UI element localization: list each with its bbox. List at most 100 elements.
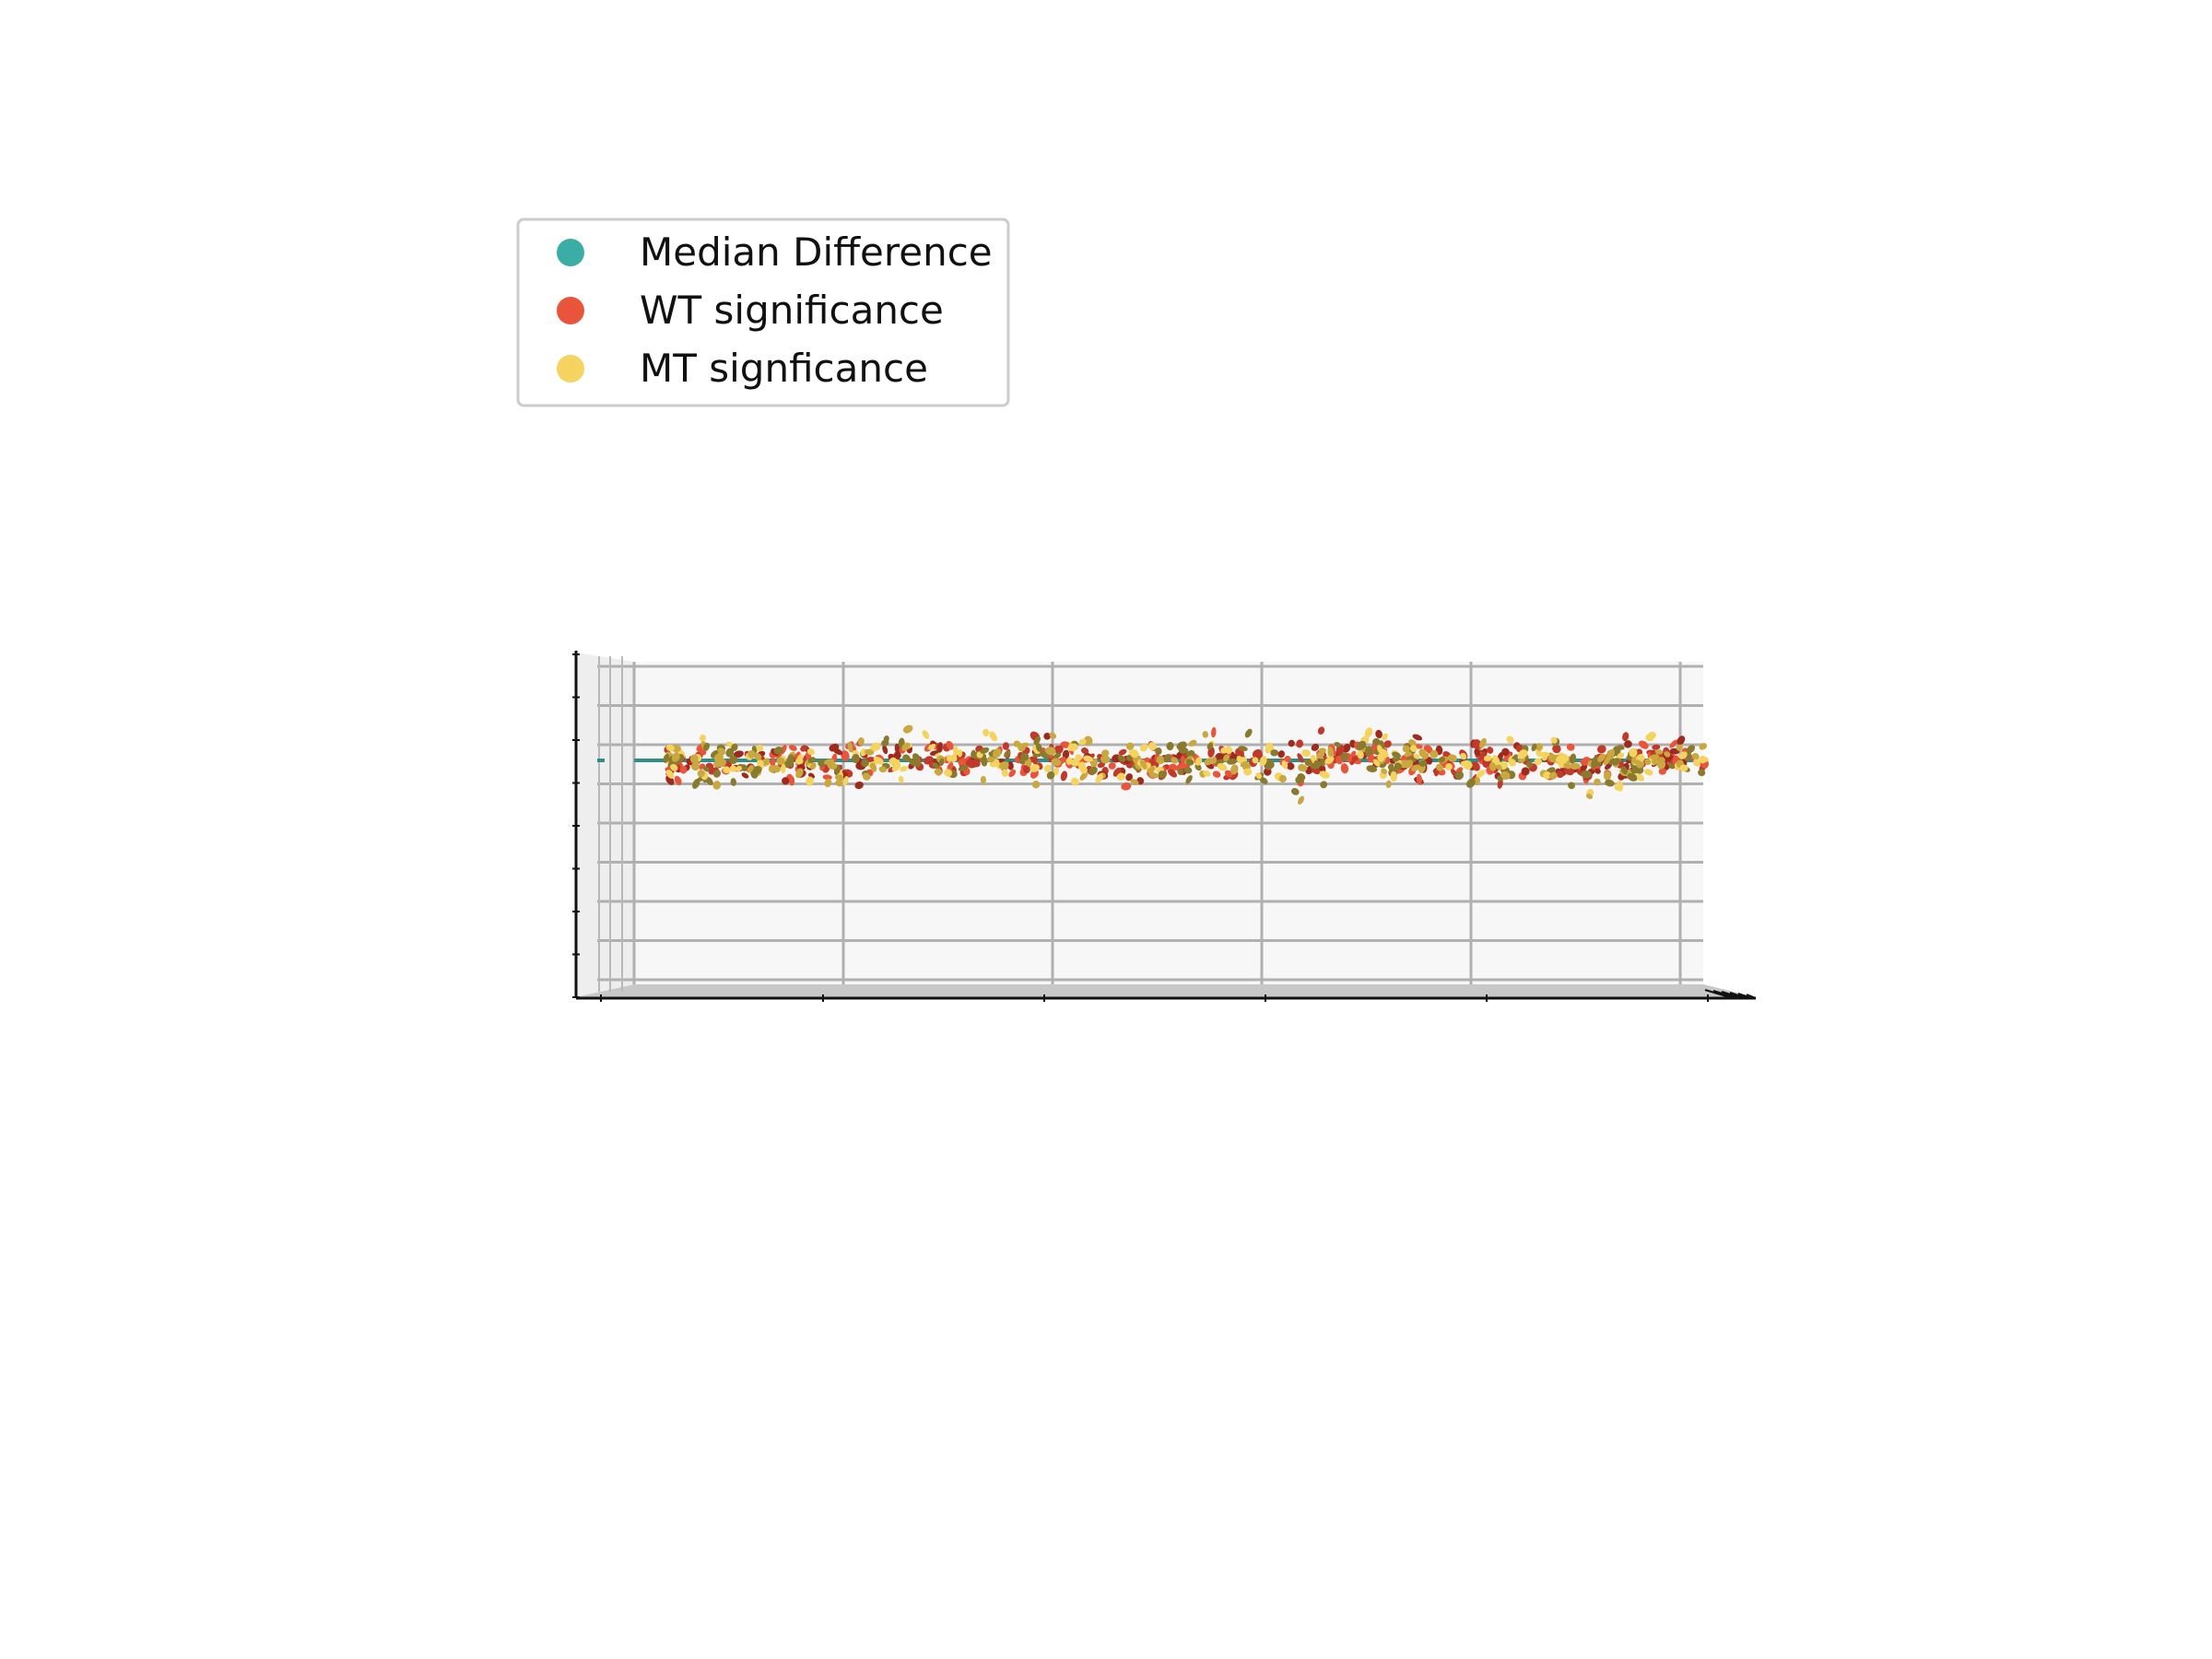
wt-point — [1478, 751, 1486, 761]
mt-point — [1364, 746, 1373, 757]
mt-point — [1100, 755, 1111, 764]
mt-point — [862, 772, 871, 781]
mt-point — [1570, 762, 1581, 771]
mt-point — [1525, 760, 1534, 769]
mt-point — [842, 776, 849, 786]
wt-point — [1055, 745, 1064, 754]
mt-point — [1320, 781, 1328, 789]
mt-point — [1401, 759, 1411, 768]
wt-point — [1342, 743, 1351, 753]
wt-point — [1375, 729, 1382, 739]
mt-point — [1643, 769, 1653, 776]
mt-point — [1130, 779, 1139, 785]
mt-point — [1413, 753, 1420, 759]
wt-point — [1121, 782, 1132, 791]
mt-point — [1031, 781, 1041, 789]
mt-point — [1649, 754, 1660, 760]
mt-point — [1030, 764, 1040, 772]
mt-point — [1211, 756, 1218, 764]
mt-point — [1611, 758, 1621, 766]
wt-point — [1043, 732, 1052, 740]
mt-point — [1310, 762, 1322, 770]
mt-point — [1125, 754, 1133, 761]
mt-point — [1620, 766, 1628, 775]
mt-point — [1617, 752, 1625, 759]
mt-point — [703, 742, 710, 751]
mt-point — [902, 724, 913, 734]
mt-point — [1581, 770, 1593, 779]
mt-point — [796, 754, 804, 763]
grid — [597, 656, 1703, 992]
mt-point — [1046, 771, 1055, 780]
mt-point — [1075, 754, 1082, 761]
mt-point — [735, 766, 742, 772]
mt-point — [1032, 751, 1042, 758]
mt-point — [1454, 771, 1465, 781]
mt-point — [1372, 759, 1381, 767]
mt-point — [717, 758, 727, 768]
mt-point — [1101, 749, 1110, 758]
mt-point — [1117, 755, 1126, 762]
mt-point — [1095, 773, 1103, 783]
mt-point — [1004, 749, 1011, 758]
wt-point — [1211, 726, 1217, 738]
mt-point — [1158, 771, 1167, 779]
mt-point — [1676, 744, 1683, 751]
side-pane — [576, 653, 634, 997]
mt-point — [1478, 737, 1487, 749]
wt-point — [1286, 762, 1295, 771]
mt-point — [1372, 737, 1381, 746]
mt-point — [705, 776, 713, 785]
axis-tick — [1746, 994, 1757, 999]
mt-point — [1045, 747, 1056, 756]
wt-point — [1168, 769, 1177, 778]
mt-point — [893, 759, 900, 769]
wt-point — [1412, 734, 1423, 741]
wt-point — [1008, 769, 1017, 778]
mt-point — [1699, 743, 1708, 750]
wt-point — [1060, 771, 1068, 782]
mt-point — [1605, 779, 1615, 787]
mt-point — [1324, 756, 1335, 765]
mt-point — [697, 770, 705, 778]
mt-point — [1083, 755, 1093, 762]
mt-point — [723, 766, 731, 774]
mt-point — [1404, 751, 1412, 758]
mt-point — [1366, 765, 1378, 772]
wt-point — [1423, 745, 1430, 751]
mt-point — [1295, 775, 1304, 784]
mt-point — [1171, 757, 1179, 764]
mt-point — [702, 766, 710, 772]
wt-point — [1472, 761, 1480, 771]
wt-point — [1296, 739, 1304, 748]
mt-point — [752, 765, 762, 775]
mt-point — [871, 742, 881, 751]
mt-point — [1387, 763, 1394, 771]
mt-point — [1506, 735, 1514, 744]
wt-point — [1255, 749, 1263, 759]
wt-point — [854, 781, 864, 790]
mt-point — [873, 756, 884, 765]
mt-point — [1148, 772, 1159, 779]
mt-point — [1202, 731, 1209, 738]
mt-point — [1364, 727, 1373, 738]
mt-point — [1591, 759, 1596, 770]
mt-point — [663, 753, 670, 763]
wt-point — [789, 775, 795, 786]
mt-point — [922, 730, 930, 739]
mt-point — [900, 765, 908, 772]
mt-point — [1508, 759, 1517, 767]
mt-point — [1185, 774, 1193, 784]
mt-point — [1316, 750, 1325, 759]
mt-point — [1500, 771, 1511, 781]
wt-point — [936, 742, 943, 752]
wt-point — [1081, 747, 1089, 755]
mt-point — [1563, 762, 1571, 770]
wt-point — [1497, 778, 1503, 789]
mt-point — [1227, 759, 1238, 765]
mt-point — [851, 754, 860, 763]
wt-point — [770, 758, 776, 767]
wt-point — [832, 747, 843, 756]
mt-point — [1088, 766, 1098, 775]
mt-point — [1206, 742, 1214, 750]
